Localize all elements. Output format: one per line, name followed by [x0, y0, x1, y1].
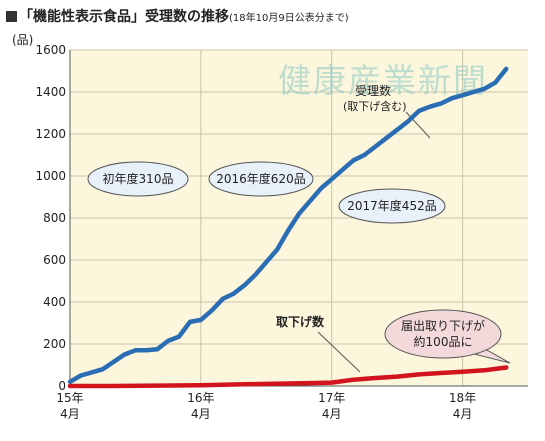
- leader-line-withdrawn: [317, 331, 361, 373]
- x-tick-label-month: 4月: [322, 407, 342, 421]
- y-tick-label: 400: [43, 295, 66, 309]
- series-line-accepted: [67, 66, 509, 385]
- bubble-2016: 2016年度620品: [208, 161, 314, 197]
- bubble-2017: 2017年度452品: [338, 188, 446, 224]
- bubble-2017-shape: [338, 188, 446, 224]
- y-tick-label: 200: [43, 337, 66, 351]
- x-tick-label-year: 18年: [449, 391, 476, 405]
- title-main: 「機能性表示食品」受理数の推移: [19, 9, 229, 25]
- bubble-year1-text: 初年度310品: [103, 171, 174, 186]
- series-label-accepted: 受理数: [355, 83, 391, 98]
- leader-line-accepted: [405, 111, 431, 139]
- bubble-withdraw-shape: [384, 309, 502, 359]
- title-square-icon: [6, 11, 17, 22]
- bubble-withdraw-text-1: 届出取り下げが: [401, 318, 485, 333]
- chart-title: 「機能性表示食品」受理数の推移(18年10月9日公表分まで): [6, 6, 349, 26]
- bubble-withdraw: 届出取り下げが 約100品に: [384, 309, 511, 364]
- bubble-year1: 初年度310品: [87, 161, 189, 197]
- x-tick-label-month: 4月: [191, 407, 211, 421]
- x-tick-label-month: 4月: [60, 407, 80, 421]
- y-tick-label: 1200: [35, 127, 66, 141]
- x-tick-label-year: 15年: [56, 391, 83, 405]
- series-label-withdrawn: 取下げ数: [276, 314, 325, 329]
- x-tick-labels: 15年 4月 16年 4月 17年 4月 18年 4月: [56, 391, 476, 421]
- y-tick-label: 1600: [35, 43, 66, 57]
- y-tick-label: 800: [43, 211, 66, 225]
- bubble-2016-text: 2016年度620品: [216, 171, 305, 186]
- bubble-2017-text: 2017年度452品: [347, 198, 436, 213]
- series-label-accepted-note: (取下げ含む): [343, 99, 407, 113]
- x-tick-label-month: 4月: [453, 407, 473, 421]
- bubble-2016-shape: [208, 161, 314, 197]
- series-line-withdrawn: [67, 365, 509, 389]
- y-tick-label: 600: [43, 253, 66, 267]
- watermark: 健康産業新聞: [278, 61, 488, 100]
- y-tick-label: 1400: [35, 85, 66, 99]
- y-tick-label: 0: [58, 379, 66, 393]
- bubble-year1-shape: [87, 161, 189, 197]
- x-tick-label-year: 17年: [318, 391, 345, 405]
- title-note: (18年10月9日公表分まで): [229, 13, 349, 24]
- y-axis-label: (品): [12, 33, 33, 47]
- y-tick-label: 1000: [35, 169, 66, 183]
- bubble-withdraw-text-2: 約100品に: [414, 334, 473, 349]
- x-tick-label-year: 16年: [187, 391, 214, 405]
- series-lines: [67, 66, 509, 389]
- y-tick-labels: 0 200 400 600 800 1000 1200 1400 1600: [35, 43, 66, 393]
